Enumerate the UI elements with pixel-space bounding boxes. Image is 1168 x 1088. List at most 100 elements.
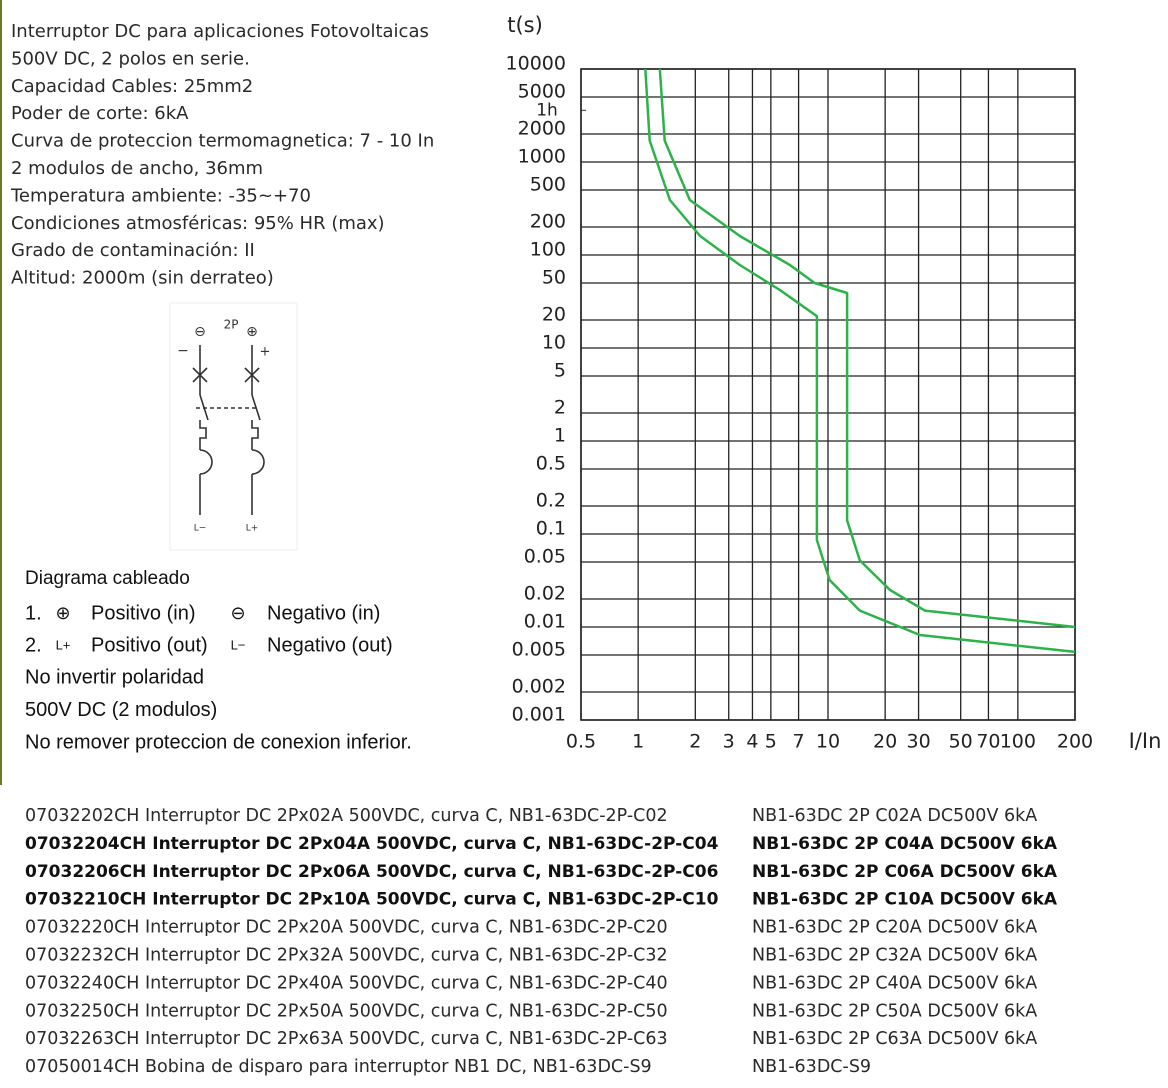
legend-number: 2. <box>25 634 42 656</box>
x-tick-label: 50 <box>949 731 973 753</box>
x-tick-label: 5 <box>765 731 777 753</box>
product-model: NB1-63DC 2P C02A DC500V 6kA <box>752 806 1037 826</box>
spec-line: Grado de contaminación: II <box>11 240 255 261</box>
x-tick-label: 10 <box>816 731 840 753</box>
product-model: NB1-63DC 2P C32A DC500V 6kA <box>752 946 1037 966</box>
product-model: NB1-63DC-S9 <box>752 1057 871 1077</box>
legend-number: 1. <box>25 602 42 624</box>
x-tick-label: 4 <box>746 731 758 753</box>
y-tick-label: 50 <box>542 266 566 288</box>
chart: t(s) I/In 1000050001h2000100050020010050… <box>506 13 1162 753</box>
legend-symbol: L− <box>231 637 246 652</box>
spec-line: Poder de corte: 6kA <box>11 103 189 124</box>
product-description: 07032263CH Interruptor DC 2Px63A 500VDC,… <box>25 1029 668 1049</box>
out-minus: L− <box>194 524 207 534</box>
out-plus: L+ <box>246 524 259 534</box>
y-tick-label: 1000 <box>518 146 566 168</box>
y-tick-label: 0.1 <box>536 518 566 540</box>
plus-symbol: ⊕ <box>246 324 258 340</box>
legend-symbol: ⊖ <box>230 603 245 623</box>
pole-label: 2P <box>224 318 239 332</box>
y-tick-label: 0.002 <box>512 676 566 698</box>
x-tick-label: 200 <box>1057 731 1093 753</box>
product-description: 07032210CH Interruptor DC 2Px10A 500VDC,… <box>25 890 719 910</box>
legend-note: 500V DC (2 modulos) <box>25 699 217 721</box>
y-tick-label: 10 <box>542 332 566 354</box>
legend-text: Negativo (in) <box>267 602 380 624</box>
product-model: NB1-63DC 2P C40A DC500V 6kA <box>752 973 1037 993</box>
spec-list: Interruptor DC para aplicaciones Fotovol… <box>10 21 434 289</box>
y-tick-label: 5000 <box>518 80 566 102</box>
left-rule <box>0 0 2 785</box>
product-description: 07032220CH Interruptor DC 2Px20A 500VDC,… <box>25 918 668 938</box>
x-tick-label: 1 <box>632 731 644 753</box>
product-model: NB1-63DC 2P C04A DC500V 6kA <box>752 834 1058 854</box>
y-tick-label: 500 <box>530 173 566 195</box>
product-description: 07032250CH Interruptor DC 2Px50A 500VDC,… <box>25 1001 668 1021</box>
wiring-diagram: ⊖ 2P ⊕ − + L− L+ <box>169 302 298 551</box>
y-tick-label: 200 <box>530 211 566 233</box>
y-tick-label: 1 <box>554 425 566 447</box>
x-tick-label: 0.5 <box>566 731 596 753</box>
product-list: 07032202CH Interruptor DC 2Px02A 500VDC,… <box>25 806 1058 1077</box>
product-model: NB1-63DC 2P C10A DC500V 6kA <box>752 890 1058 910</box>
contact-x <box>192 367 208 383</box>
x-tick-label: 7 <box>793 731 805 753</box>
legend-note: No remover proteccion de conexion inferi… <box>25 731 412 753</box>
curve-boundary <box>658 68 1076 629</box>
y-tick-label: 20 <box>542 304 566 326</box>
legend-note: No invertir polaridad <box>25 666 204 688</box>
legend-text: Positivo (in) <box>91 602 195 624</box>
legend: 1. ⊕ Positivo (in) ⊖ Negativo (in) 2. L+ Positi… <box>25 602 412 753</box>
spec-line: Condiciones atmosféricas: 95% HR (max) <box>11 213 385 234</box>
minus-symbol: ⊖ <box>194 324 206 340</box>
x-tick-label: 100 <box>1000 731 1036 753</box>
y-tick-label: 0.02 <box>524 583 566 605</box>
y-tick-label: 0.2 <box>536 490 566 512</box>
y-tick-label: 0.005 <box>512 638 566 660</box>
y-tick-label: 0.5 <box>536 452 566 474</box>
x-tick-label: 3 <box>723 731 735 753</box>
product-description: 07032204CH Interruptor DC 2Px04A 500VDC,… <box>25 834 719 854</box>
legend-text: Positivo (out) <box>91 634 208 656</box>
y-tick-label: 2000 <box>518 118 566 140</box>
legend-title: Diagrama cableado <box>25 568 190 589</box>
y-tick-label: 0.01 <box>524 611 566 633</box>
x-tick-label: 20 <box>873 731 897 753</box>
product-model: NB1-63DC 2P C63A DC500V 6kA <box>752 1029 1037 1049</box>
magnetic-coil <box>199 449 213 475</box>
x-tick-label: 30 <box>906 731 930 753</box>
spec-line: Curva de proteccion termomagnetica: 7 - … <box>11 131 434 152</box>
x-tick-label: 2 <box>689 731 701 753</box>
product-description: 07032232CH Interruptor DC 2Px32A 500VDC,… <box>25 946 668 966</box>
spec-line: Temperatura ambiente: -35~+70 <box>10 185 311 206</box>
y-axis-label: t(s) <box>507 13 543 37</box>
spec-line: Capacidad Cables: 25mm2 <box>11 76 253 97</box>
spec-line: 2 modulos de ancho, 36mm <box>11 158 263 179</box>
y-tick-label: 100 <box>530 239 566 261</box>
thermal-element <box>199 420 207 450</box>
curve-boundary <box>644 68 1076 654</box>
product-description: 07032202CH Interruptor DC 2Px02A 500VDC,… <box>25 806 668 826</box>
product-model: NB1-63DC 2P C50A DC500V 6kA <box>752 1001 1037 1021</box>
plot-frame <box>580 68 1076 721</box>
y-tick-label: 10000 <box>506 53 566 75</box>
x-tick-label: 70 <box>976 731 1000 753</box>
plus-sign: + <box>260 345 271 360</box>
y-tick-label: 1h <box>536 100 558 120</box>
product-description: 07032206CH Interruptor DC 2Px06A 500VDC,… <box>25 862 718 882</box>
spec-line: Altitud: 2000m (sin derrateo) <box>11 268 274 289</box>
product-model: NB1-63DC 2P C06A DC500V 6kA <box>752 862 1058 882</box>
y-tick-label: 2 <box>554 397 566 419</box>
y-tick-label: 0.05 <box>524 545 566 567</box>
legend-text: Negativo (out) <box>267 634 393 656</box>
spec-line: Interruptor DC para aplicaciones Fotovol… <box>11 21 429 42</box>
y-tick-label: 0.001 <box>512 704 566 726</box>
contact-x <box>244 367 260 383</box>
magnetic-coil <box>251 449 265 475</box>
legend-symbol: L+ <box>56 637 71 652</box>
product-description: 07050014CH Bobina de disparo para interr… <box>25 1057 652 1077</box>
spec-line: 500V DC, 2 polos en serie. <box>11 48 250 69</box>
